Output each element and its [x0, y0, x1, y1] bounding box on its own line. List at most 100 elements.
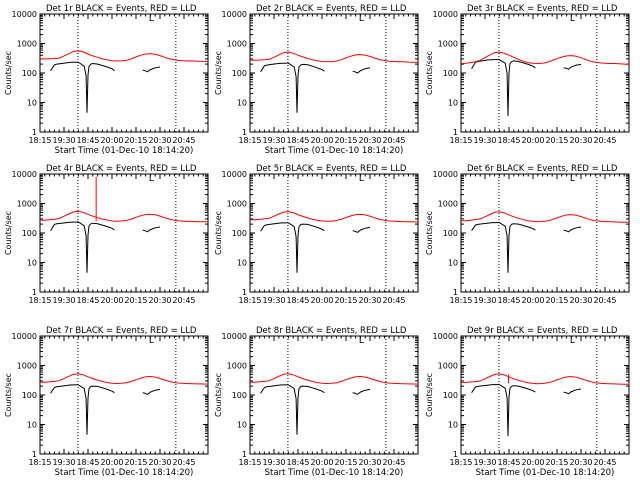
x-tick-label: 19:30	[52, 296, 75, 305]
y-tick-label: 10000	[222, 170, 247, 179]
y-axis-label: Counts/sec	[425, 211, 434, 255]
x-tick-label: 20:45	[172, 296, 195, 305]
series-events-line	[471, 58, 582, 116]
x-tick-label: 20:45	[382, 136, 405, 145]
x-tick-label: 18:15	[28, 136, 51, 145]
y-tick-label: 1000	[227, 40, 247, 49]
marker-label: L	[570, 336, 575, 346]
y-axis-label: Counts/sec	[214, 51, 223, 95]
y-tick-label: 100	[22, 229, 37, 238]
series-lld-line	[460, 373, 630, 385]
x-tick-label: 20:45	[172, 458, 195, 467]
marker-label: L	[359, 14, 364, 24]
y-tick-label: 10000	[433, 10, 458, 19]
panel-title: Det 7r BLACK = Events, RED = LLD	[46, 326, 197, 336]
y-tick-label: 10000	[433, 332, 458, 341]
y-tick-label: 10000	[222, 332, 247, 341]
panel-det-2: Det 2r BLACK = Events, RED = LLD 1 10 100 10…	[214, 4, 419, 156]
y-tick-label: 10	[237, 259, 247, 268]
plot-frame	[460, 13, 630, 133]
y-tick-label: 100	[22, 391, 37, 400]
y-tick-label: 1	[453, 288, 458, 297]
x-tick-label: 20:30	[358, 136, 381, 145]
x-tick-label: 18:15	[449, 136, 472, 145]
x-tick-label: 20:45	[593, 458, 616, 467]
y-tick-label: 100	[232, 229, 247, 238]
series-lld-line	[250, 51, 419, 63]
y-axis-label: Counts/sec	[4, 373, 13, 417]
y-tick-label: 1	[453, 128, 458, 137]
x-tick-label: 20:30	[148, 458, 171, 467]
x-tick-label: 18:15	[449, 458, 472, 467]
panel-title: Det 2r BLACK = Events, RED = LLD	[256, 4, 407, 14]
y-tick-label: 1000	[17, 200, 37, 209]
series-lld-line	[40, 50, 209, 62]
panel-det-4: Det 4r BLACK = Events, RED = LLD 1 10 100 10…	[4, 164, 209, 305]
x-tick-label: 19:30	[262, 458, 285, 467]
x-tick-label: 20:30	[148, 296, 171, 305]
panel-title: Det 1r BLACK = Events, RED = LLD	[46, 4, 197, 14]
x-tick-label: 20:15	[124, 136, 147, 145]
x-tick-label: 20:45	[593, 296, 616, 305]
series-events-line	[260, 62, 371, 113]
series-events-line	[50, 221, 161, 273]
x-axis-label: Start Time (01-Dec-10 18:14:20)	[55, 468, 194, 478]
series-events-line	[260, 384, 371, 435]
plot-frame	[249, 173, 419, 293]
y-tick-label: 10000	[222, 10, 247, 19]
y-tick-label: 1000	[227, 200, 247, 209]
x-tick-label: 18:15	[238, 136, 261, 145]
panel-title: Det 9r BLACK = Events, RED = LLD	[467, 326, 618, 336]
x-tick-label: 20:45	[593, 136, 616, 145]
x-tick-label: 18:45	[497, 458, 520, 467]
y-tick-label: 100	[22, 69, 37, 78]
x-tick-label: 18:45	[76, 136, 99, 145]
x-tick-label: 20:15	[124, 458, 147, 467]
x-tick-label: 20:15	[545, 296, 568, 305]
plot-frame	[249, 13, 419, 133]
marker-label: L	[359, 174, 364, 184]
series-lld-line	[460, 211, 630, 223]
y-tick-label: 1000	[438, 200, 458, 209]
x-tick-label: 18:15	[28, 458, 51, 467]
plot-frame	[39, 13, 209, 133]
panel-det-8: Det 8r BLACK = Events, RED = LLD 1 10 100 10…	[214, 326, 419, 478]
x-tick-label: 20:00	[100, 296, 123, 305]
marker-label: L	[149, 336, 154, 346]
y-axis-label: Counts/sec	[214, 373, 223, 417]
y-tick-label: 10	[237, 421, 247, 430]
panel-det-1: Det 1r BLACK = Events, RED = LLD 1 10 100 10…	[4, 4, 209, 156]
marker-label: L	[359, 336, 364, 346]
x-tick-label: 18:45	[76, 296, 99, 305]
x-tick-label: 20:00	[521, 296, 544, 305]
x-tick-label: 20:30	[148, 136, 171, 145]
x-tick-label: 20:15	[334, 458, 357, 467]
x-tick-label: 20:30	[569, 296, 592, 305]
x-tick-label: 20:30	[358, 296, 381, 305]
x-tick-label: 18:15	[238, 458, 261, 467]
x-tick-label: 18:45	[76, 458, 99, 467]
x-tick-label: 19:30	[473, 296, 496, 305]
plot-frame	[460, 335, 630, 455]
x-tick-label: 18:45	[497, 136, 520, 145]
x-tick-label: 20:00	[310, 136, 333, 145]
panel-title: Det 4r BLACK = Events, RED = LLD	[46, 164, 197, 174]
panel-det-3: Det 3r BLACK = Events, RED = LLD 1 10 100 10…	[425, 4, 630, 145]
x-tick-label: 18:15	[28, 296, 51, 305]
y-tick-label: 1	[32, 450, 37, 459]
x-tick-label: 20:15	[545, 458, 568, 467]
y-tick-label: 10	[448, 99, 458, 108]
x-tick-label: 18:45	[286, 296, 309, 305]
panel-det-9: Det 9r BLACK = Events, RED = LLD 1 10 100 10…	[425, 326, 630, 478]
series-lld-line	[249, 211, 419, 223]
y-tick-label: 1000	[438, 362, 458, 371]
series-events-line	[471, 221, 582, 273]
panel-title: Det 8r BLACK = Events, RED = LLD	[256, 326, 407, 336]
y-tick-label: 10	[448, 421, 458, 430]
y-tick-label: 100	[232, 69, 247, 78]
panel-det-5: Det 5r BLACK = Events, RED = LLD 1 10 100 10…	[214, 164, 419, 305]
x-tick-label: 20:45	[172, 136, 195, 145]
series-events-line	[50, 61, 161, 113]
y-tick-label: 100	[232, 391, 247, 400]
